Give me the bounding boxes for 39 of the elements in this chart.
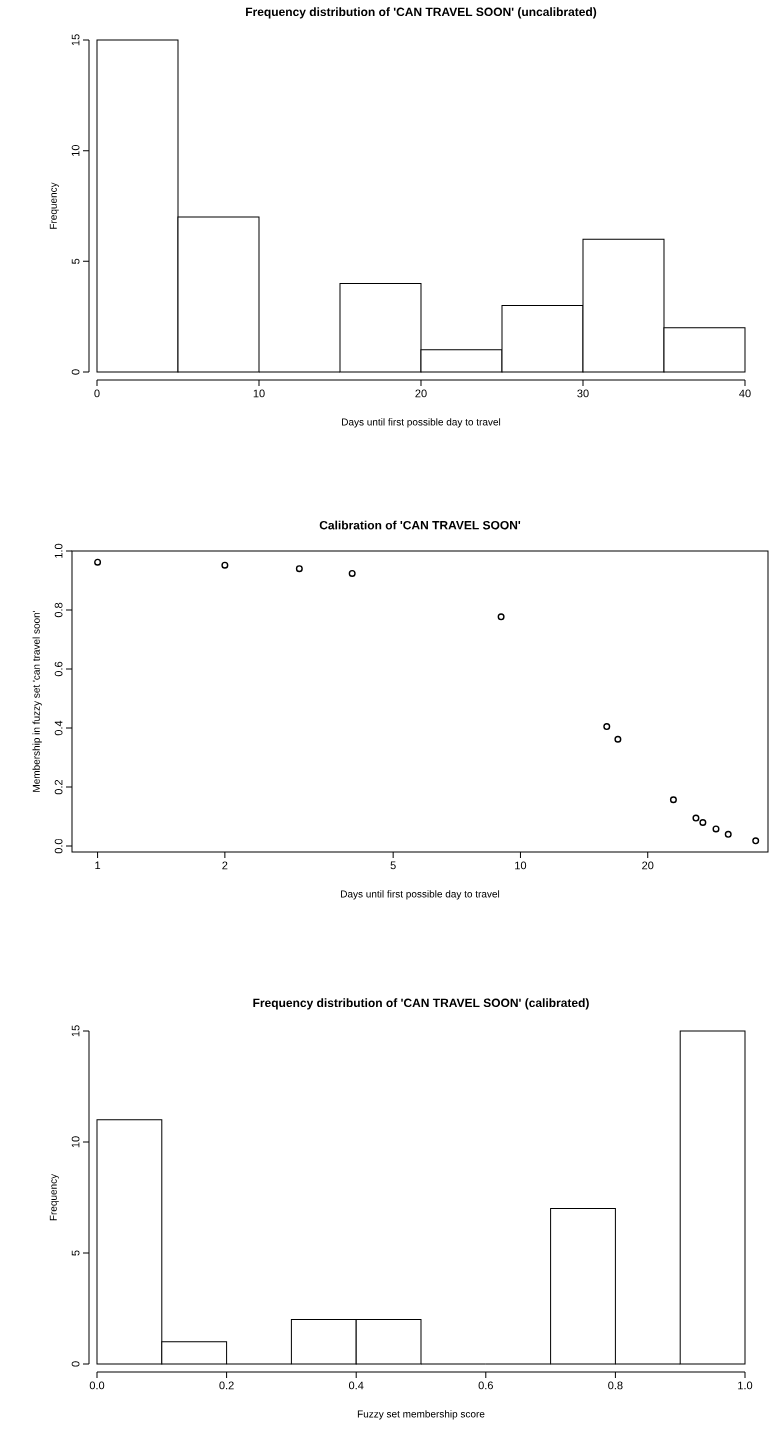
y-tick-label: 0.0	[54, 838, 63, 854]
x-axis-title: Fuzzy set membership score	[357, 1410, 485, 1420]
y-tick-label: 1.0	[54, 543, 63, 558]
y-tick-label: 0.2	[54, 779, 63, 795]
x-tick-label: 0.4	[348, 1381, 364, 1390]
y-tick-label: 10	[71, 1136, 80, 1148]
y-tick-label: 15	[71, 1025, 80, 1037]
chart-title: Frequency distribution of 'CAN TRAVEL SOON' (uncalibrated)	[246, 7, 597, 19]
y-tick-label: 15	[71, 34, 80, 46]
y-tick-label: 0.8	[54, 602, 63, 618]
x-tick-label: 1	[95, 861, 101, 870]
x-tick-label: 10	[515, 861, 527, 870]
x-tick-label: 20	[642, 861, 654, 870]
y-tick-label: 10	[71, 144, 80, 156]
x-axis-title: Days until first possible day to travel	[342, 418, 501, 428]
x-tick-label: 40	[739, 389, 751, 398]
y-tick-label: 5	[71, 258, 80, 264]
x-tick-label: 30	[577, 389, 589, 398]
x-tick-label: 2	[222, 861, 228, 870]
x-tick-label: 20	[415, 389, 427, 398]
y-tick-label: 0	[71, 1361, 80, 1367]
y-tick-label: 0.4	[54, 720, 63, 736]
chart-title: Calibration of 'CAN TRAVEL SOON'	[319, 520, 521, 530]
y-tick-label: 0	[71, 369, 80, 375]
y-axis-title: Frequency	[49, 182, 59, 229]
chart-title: Frequency distribution of 'CAN TRAVEL SOON' (calibrated)	[253, 998, 589, 1010]
y-tick-label: 5	[71, 1250, 80, 1256]
x-tick-label: 0.0	[89, 1381, 105, 1390]
x-tick-label: 1.0	[738, 1381, 753, 1390]
y-axis-title: Membership in fuzzy set 'can travel soon'	[32, 610, 42, 792]
x-tick-label: 5	[390, 861, 396, 870]
y-axis-title: Frequency	[49, 1173, 59, 1221]
x-tick-label: 0.2	[219, 1381, 234, 1390]
x-tick-label: 0	[94, 389, 100, 398]
x-tick-label: 0.8	[608, 1381, 623, 1390]
x-tick-label: 10	[253, 389, 265, 398]
x-axis-title: Days until first possible day to travel	[341, 890, 500, 900]
y-tick-label: 0.6	[54, 661, 63, 677]
x-tick-label: 0.6	[478, 1381, 493, 1390]
